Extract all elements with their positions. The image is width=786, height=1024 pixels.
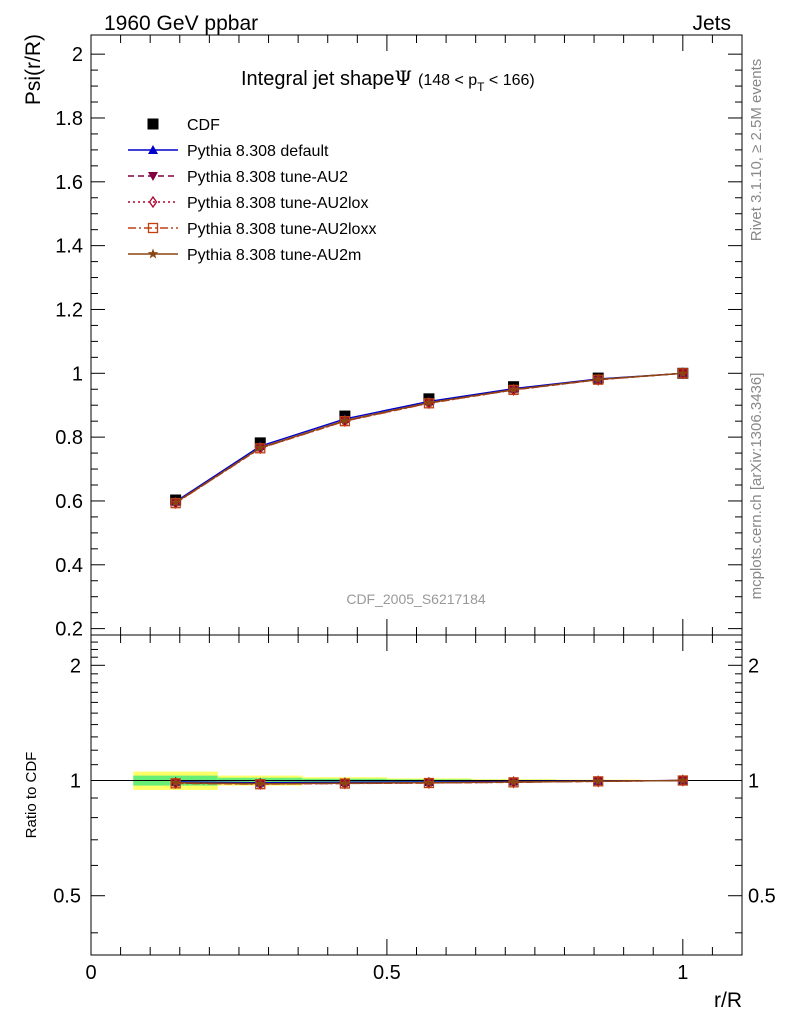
ratio-ytick-label-right: 2 (748, 655, 759, 677)
xtick-label: 0.5 (373, 962, 401, 984)
header-jets: Jets (692, 12, 731, 35)
main-panel: 0.2 0.4 0.6 0.8 1 1.2 1.4 1.6 1.8 2 (55, 34, 743, 641)
main-ytick-label: 1.6 (55, 172, 83, 194)
main-line-default (175, 372, 683, 503)
main-point-AU2m (592, 373, 604, 384)
main-line-AU2 (175, 372, 683, 504)
main-line-AU2m (175, 372, 683, 504)
ratio-frame (90, 634, 743, 956)
legend-item-CDF: CDF (147, 117, 220, 134)
main-point-AU2m (339, 415, 351, 425)
main-point-AU2m (255, 442, 266, 453)
xtick-label: 0 (85, 962, 96, 984)
legend-marker (147, 248, 159, 259)
legend-marker (148, 195, 158, 209)
legend-label: Pythia 8.308 tune-AU2loxx (187, 221, 376, 238)
legend: CDF Pythia 8.308 default Pythia 8.308 tune… (128, 117, 376, 264)
main-title-range: (148 < p (418, 72, 477, 89)
xtick-label: 1 (677, 962, 688, 984)
ratio-ytick-label: 0.5 (53, 886, 81, 908)
analysis-label: CDF_2005_S6217184 (346, 591, 486, 607)
legend-label: CDF (187, 117, 220, 134)
legend-item-AU2: Pythia 8.308 tune-AU2 (128, 169, 348, 186)
ratio-point-AU2m (339, 777, 351, 788)
ratio-ytick-label-right: 0.5 (748, 886, 776, 908)
main-line-AU2lox (175, 372, 683, 504)
main-series-AU2m (170, 367, 689, 507)
legend-label: Pythia 8.308 tune-AU2lox (187, 195, 368, 212)
main-ytick-label: 1.8 (55, 108, 83, 130)
header-energy: 1960 GeV ppbar (104, 12, 258, 35)
legend-item-default: Pythia 8.308 default (128, 143, 329, 160)
main-ytick-label: 2 (72, 44, 83, 66)
main-title-range-close: < 166) (484, 72, 534, 89)
ratio-point-AU2m (592, 775, 604, 786)
main-point-AU2m (508, 384, 519, 395)
main-ytick-label: 0.6 (55, 491, 83, 513)
ratio-panel: 0.5 0.5 1 1 2 2 0 0.5 1 (53, 634, 776, 984)
legend-marker (148, 172, 158, 181)
side-rivet-label: Rivet 3.1.10, ≥ 2.5M events (748, 59, 765, 242)
main-ytick-label: 0.2 (55, 619, 83, 641)
main-ytick-label: 0.8 (55, 427, 83, 449)
xlabel: r/R (714, 989, 742, 1012)
ratio-series-AU2m (170, 775, 689, 789)
ratio-ytick-label-right: 1 (748, 771, 759, 793)
ratio-point-AU2m (423, 777, 435, 788)
main-title-range-sub: T (477, 80, 485, 94)
main-point-AU2m (170, 497, 181, 507)
legend-label: Pythia 8.308 default (187, 143, 329, 160)
legend-marker (148, 145, 158, 154)
legend-label: Pythia 8.308 tune-AU2m (187, 247, 361, 264)
legend-marker (147, 222, 159, 234)
legend-label: Pythia 8.308 tune-AU2 (187, 169, 348, 186)
main-title-text: Integral jet shape (241, 68, 394, 90)
main-series-AU2 (170, 369, 688, 508)
main-line-AU2loxx (175, 372, 683, 504)
main-series-CDF (170, 367, 689, 506)
main-ytick-label: 1.4 (55, 236, 83, 258)
main-series-AU2lox (171, 367, 688, 510)
side-mcplots-label: mcplots.cern.ch [arXiv:1306.3436] (748, 373, 765, 600)
ratio-point-AU2m (508, 776, 519, 787)
ratio-point-AU2m (170, 777, 181, 788)
main-ytick-label: 1.2 (55, 299, 83, 321)
main-series (170, 367, 689, 510)
main-ytick-label: 1 (72, 363, 83, 385)
legend-item-AU2lox: Pythia 8.308 tune-AU2lox (128, 195, 368, 212)
ratio-ytick-label: 2 (70, 655, 81, 677)
legend-item-AU2loxx: Pythia 8.308 tune-AU2loxx (128, 221, 376, 238)
main-axes: 0.2 0.4 0.6 0.8 1 1.2 1.4 1.6 1.8 2 (55, 35, 743, 641)
main-title: Integral jet shapeΨ (148 < pT < 166) (241, 66, 535, 94)
main-ytick-label: 0.4 (55, 555, 83, 577)
main-point-AU2m (677, 367, 689, 378)
main-point-AU2m (423, 397, 435, 408)
ratio-point-AU2m (255, 778, 266, 789)
ratio-ylabel: Ratio to CDF (23, 752, 40, 839)
main-series-AU2loxx (170, 368, 688, 509)
ratio-axes: 0.5 0.5 1 1 2 2 0 0.5 1 (53, 635, 776, 984)
main-title-psi: Ψ (394, 66, 412, 90)
main-series-default (170, 368, 688, 506)
legend-marker (147, 118, 159, 130)
legend-item-AU2m: Pythia 8.308 tune-AU2m (128, 247, 361, 264)
main-ylabel: Psi(r/R) (22, 34, 45, 105)
ratio-series (170, 774, 689, 791)
ratio-point-AU2m (677, 775, 689, 785)
ratio-ytick-label: 1 (70, 771, 81, 793)
